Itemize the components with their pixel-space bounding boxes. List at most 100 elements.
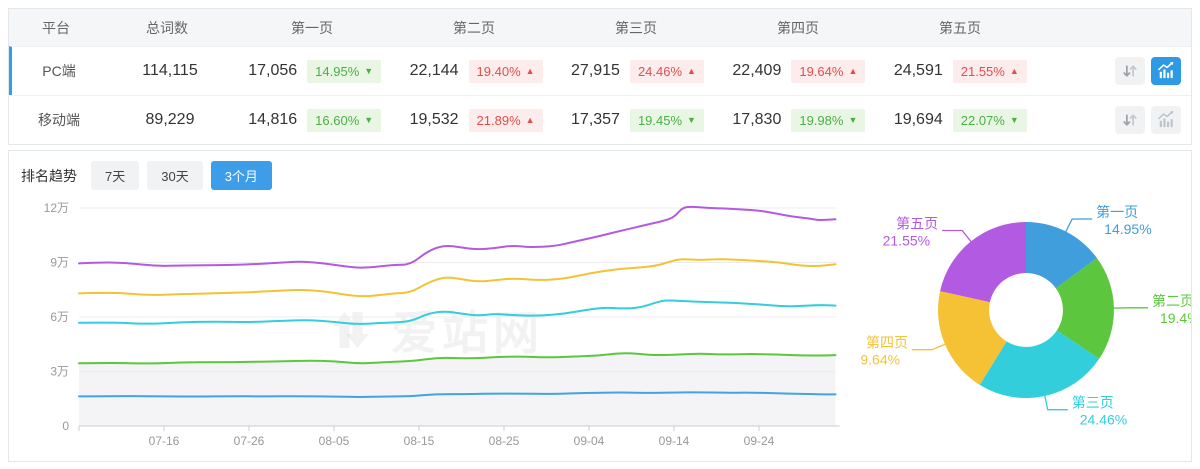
trend-down-icon: ▼ xyxy=(1009,114,1019,125)
page3-change-badge: 24.46% ▲ xyxy=(629,59,704,83)
x-axis-label: 08-25 xyxy=(489,434,520,448)
donut-label-pct: 19.4% xyxy=(1160,310,1191,326)
rank-table-card: 平台 总词数 第一页 第二页 第三页 第四页 第五页 PC端 114,115 1… xyxy=(8,8,1192,145)
x-axis-label: 09-14 xyxy=(659,434,690,448)
trend-down-icon: ▼ xyxy=(848,114,858,125)
rank-trend-line-chart[interactable]: 0 3万 6万 9万 12万 07-16 07-26 08-05 08-15 08-25 09-04… xyxy=(9,151,861,463)
trend-up-icon: ▲ xyxy=(687,65,696,76)
page1-change-badge: 14.95% ▼ xyxy=(307,59,382,83)
donut-slice-第五页 xyxy=(940,222,1026,303)
page2-count: 19,532 xyxy=(409,111,459,128)
col-header-page2: 第二页 xyxy=(453,19,495,36)
y-axis-label: 3万 xyxy=(50,365,69,379)
col-header-page1: 第一页 xyxy=(291,19,333,36)
page3-count: 27,915 xyxy=(571,62,620,79)
page5-change-badge: 22.07% ▼ xyxy=(952,108,1027,132)
sort-arrows-icon xyxy=(1123,65,1137,77)
total-words: 114,115 xyxy=(142,62,198,79)
trend-chart-icon xyxy=(1158,61,1174,79)
trend-up-icon: ▲ xyxy=(1009,65,1019,76)
table-row-pc[interactable]: PC端 114,115 17,056 14.95% ▼ 22,144 19.40%… xyxy=(9,46,1191,95)
x-axis-label: 08-15 xyxy=(404,434,435,448)
platform-label: 移动端 xyxy=(38,112,80,128)
page1-change-badge: 16.60% ▼ xyxy=(307,108,382,132)
chart-button[interactable] xyxy=(1150,57,1181,85)
trend-up-icon: ▲ xyxy=(525,65,535,76)
total-words: 89,229 xyxy=(145,111,195,128)
area-fill xyxy=(79,353,836,426)
page5-count: 24,591 xyxy=(893,62,943,79)
x-axis-label: 09-24 xyxy=(744,434,775,448)
donut-label-pct: 24.46% xyxy=(1080,412,1127,428)
y-axis-label: 12万 xyxy=(44,201,69,215)
series-line-第二页 xyxy=(78,352,837,365)
page4-count: 17,830 xyxy=(732,111,782,128)
donut-label-name: 第三页 xyxy=(1072,395,1114,411)
donut-slice-第二页 xyxy=(1055,258,1114,359)
col-header-platform: 平台 xyxy=(42,19,70,36)
sort-arrows-icon xyxy=(1123,114,1137,126)
table-row-mobile[interactable]: 移动端 89,229 14,816 16.60% ▼ 19,532 21.89% ▲… xyxy=(9,95,1191,144)
x-axis-label: 07-26 xyxy=(234,434,265,448)
trend-header: 排名趋势 7天 30天 3个月 xyxy=(21,161,272,190)
col-header-total: 总词数 xyxy=(146,19,188,36)
page1-count: 14,816 xyxy=(248,111,298,128)
label-leader-line xyxy=(1043,394,1068,411)
trend-up-icon: ▲ xyxy=(848,65,858,76)
page2-count: 22,144 xyxy=(409,62,459,79)
x-axis-label: 09-04 xyxy=(574,434,605,448)
y-axis-label: 0 xyxy=(62,419,69,433)
page5-count: 19,694 xyxy=(893,111,943,128)
trend-down-icon: ▼ xyxy=(687,114,696,125)
donut-label-pct: 21.55% xyxy=(883,232,930,248)
donut-label-name: 第二页 xyxy=(1152,293,1191,309)
donut-label-pct: 19.64% xyxy=(861,352,900,368)
page2-change-badge: 21.89% ▲ xyxy=(468,108,543,132)
col-header-page3: 第三页 xyxy=(615,19,657,36)
sort-button[interactable] xyxy=(1114,57,1145,85)
x-axis-label: 08-05 xyxy=(319,434,350,448)
trend-down-icon: ▼ xyxy=(364,114,374,125)
trend-chart-icon xyxy=(1158,110,1174,128)
trend-down-icon: ▼ xyxy=(364,65,374,76)
series-line-第一页 xyxy=(78,391,837,398)
page3-change-badge: 19.45% ▼ xyxy=(629,108,704,132)
series-line-第三页 xyxy=(78,299,837,325)
y-axis-label: 9万 xyxy=(50,256,69,270)
donut-slice-第一页 xyxy=(1026,222,1097,289)
y-axis-label: 6万 xyxy=(50,310,69,324)
label-leader-line xyxy=(912,343,947,351)
page1-count: 17,056 xyxy=(248,62,298,79)
label-leader-line xyxy=(1064,218,1093,233)
page3-count: 17,357 xyxy=(571,111,620,128)
platform-label: PC端 xyxy=(42,63,76,79)
tab-3months[interactable]: 3个月 xyxy=(210,161,272,190)
trend-title: 排名趋势 xyxy=(21,167,77,184)
label-leader-line xyxy=(942,229,973,243)
series-line-第五页 xyxy=(78,205,837,269)
donut-label-name: 第四页 xyxy=(866,335,908,351)
donut-slice-第三页 xyxy=(979,330,1100,399)
page4-change-badge: 19.64% ▲ xyxy=(791,59,866,83)
page4-count: 22,409 xyxy=(732,62,782,79)
tab-30days[interactable]: 30天 xyxy=(147,161,203,190)
col-header-page4: 第四页 xyxy=(777,19,819,36)
series-line-第四页 xyxy=(78,258,837,298)
donut-label-pct: 14.95% xyxy=(1104,221,1151,237)
col-header-page5: 第五页 xyxy=(939,19,981,36)
trend-up-icon: ▲ xyxy=(525,114,535,125)
page5-change-badge: 21.55% ▲ xyxy=(952,59,1027,83)
x-axis-label: 07-16 xyxy=(149,434,180,448)
tab-7days[interactable]: 7天 xyxy=(91,161,140,190)
page4-change-badge: 19.98% ▼ xyxy=(791,108,866,132)
rank-trend-card: 排名趋势 7天 30天 3个月 爱站网 0 3万 6万 9万 12万 07-16 07-26… xyxy=(8,150,1192,462)
page2-change-badge: 19.40% ▲ xyxy=(468,59,543,83)
chart-button[interactable] xyxy=(1150,106,1181,134)
donut-slice-第四页 xyxy=(938,291,1007,385)
donut-label-name: 第五页 xyxy=(896,215,938,231)
sort-button[interactable] xyxy=(1114,106,1145,134)
table-header: 平台 总词数 第一页 第二页 第三页 第四页 第五页 xyxy=(9,9,1191,46)
donut-label-name: 第一页 xyxy=(1096,204,1138,220)
